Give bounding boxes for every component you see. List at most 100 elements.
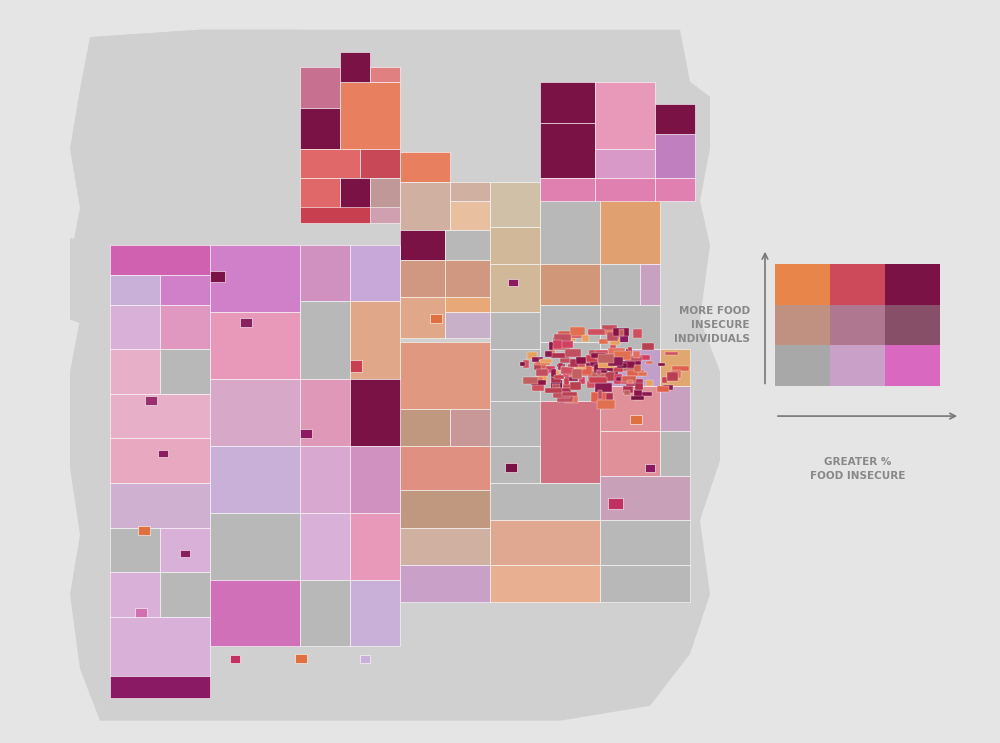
Bar — [490, 520, 600, 565]
Bar — [575, 360, 584, 369]
Bar — [579, 377, 585, 384]
Bar — [531, 377, 543, 381]
Bar — [578, 366, 592, 374]
Bar — [634, 365, 641, 372]
Bar — [603, 393, 613, 400]
Bar — [300, 245, 350, 301]
Bar — [295, 654, 307, 663]
Bar — [541, 360, 546, 369]
Bar — [523, 377, 538, 384]
Bar — [561, 366, 565, 370]
Bar — [300, 446, 350, 513]
Bar — [569, 369, 578, 377]
Bar — [563, 384, 578, 388]
Bar — [589, 377, 607, 383]
Bar — [551, 374, 561, 383]
Bar — [527, 352, 537, 359]
Bar — [210, 379, 300, 446]
Bar — [300, 149, 360, 178]
Bar — [600, 372, 615, 381]
Bar — [627, 370, 644, 376]
Bar — [400, 152, 450, 182]
Bar — [655, 104, 695, 134]
Bar — [613, 367, 623, 372]
Bar — [672, 366, 689, 371]
Bar — [589, 350, 601, 355]
Bar — [595, 364, 604, 372]
Polygon shape — [60, 22, 730, 721]
Bar — [596, 370, 607, 373]
Bar — [565, 375, 578, 381]
Bar — [638, 372, 647, 376]
Bar — [300, 108, 340, 149]
Bar — [445, 260, 490, 297]
Bar — [602, 325, 617, 334]
Bar — [450, 409, 490, 446]
Bar — [606, 363, 615, 369]
Bar — [600, 520, 690, 565]
Bar — [600, 431, 660, 476]
Bar — [110, 572, 160, 617]
Bar — [599, 363, 605, 371]
Bar — [553, 340, 562, 348]
Bar — [595, 368, 608, 372]
Bar — [340, 52, 370, 82]
Bar — [135, 608, 147, 617]
Bar — [490, 401, 600, 446]
Bar — [595, 392, 606, 398]
Bar — [775, 305, 830, 345]
Bar — [614, 351, 631, 360]
Bar — [608, 498, 623, 509]
Polygon shape — [70, 30, 720, 721]
Bar — [597, 369, 601, 375]
Bar — [660, 386, 690, 431]
Bar — [553, 337, 563, 343]
Bar — [588, 371, 605, 377]
Bar — [445, 312, 490, 338]
Bar — [110, 245, 210, 275]
Text: GREATER %
FOOD INSECURE: GREATER % FOOD INSECURE — [810, 457, 905, 481]
Bar — [160, 305, 210, 349]
Bar — [621, 377, 634, 384]
Bar — [591, 354, 606, 358]
Bar — [571, 329, 582, 338]
Bar — [370, 67, 400, 82]
Bar — [630, 357, 641, 365]
Bar — [350, 360, 362, 372]
Bar — [490, 312, 540, 349]
Bar — [350, 580, 400, 646]
Bar — [618, 334, 628, 342]
Bar — [586, 355, 603, 362]
Bar — [607, 331, 618, 341]
Bar — [540, 401, 600, 483]
Bar — [300, 379, 350, 446]
Bar — [634, 354, 650, 360]
Bar — [531, 380, 546, 385]
Bar — [540, 123, 595, 178]
Bar — [582, 335, 589, 342]
Bar — [549, 343, 564, 351]
Polygon shape — [70, 238, 110, 327]
Bar — [490, 227, 540, 264]
Bar — [300, 207, 370, 223]
Bar — [540, 342, 600, 401]
Bar — [575, 360, 586, 369]
Bar — [300, 67, 340, 108]
Bar — [595, 386, 612, 392]
Bar — [634, 390, 642, 400]
Bar — [568, 363, 576, 368]
Bar — [628, 347, 632, 355]
Bar — [400, 342, 490, 409]
Bar — [642, 343, 654, 349]
Bar — [655, 134, 695, 178]
Bar — [622, 361, 635, 371]
Bar — [660, 349, 690, 386]
Bar — [595, 361, 612, 371]
Bar — [588, 375, 595, 382]
Bar — [663, 385, 673, 390]
Bar — [775, 345, 830, 386]
Bar — [490, 446, 540, 483]
Bar — [110, 438, 210, 483]
Bar — [593, 366, 608, 373]
Bar — [360, 149, 400, 178]
